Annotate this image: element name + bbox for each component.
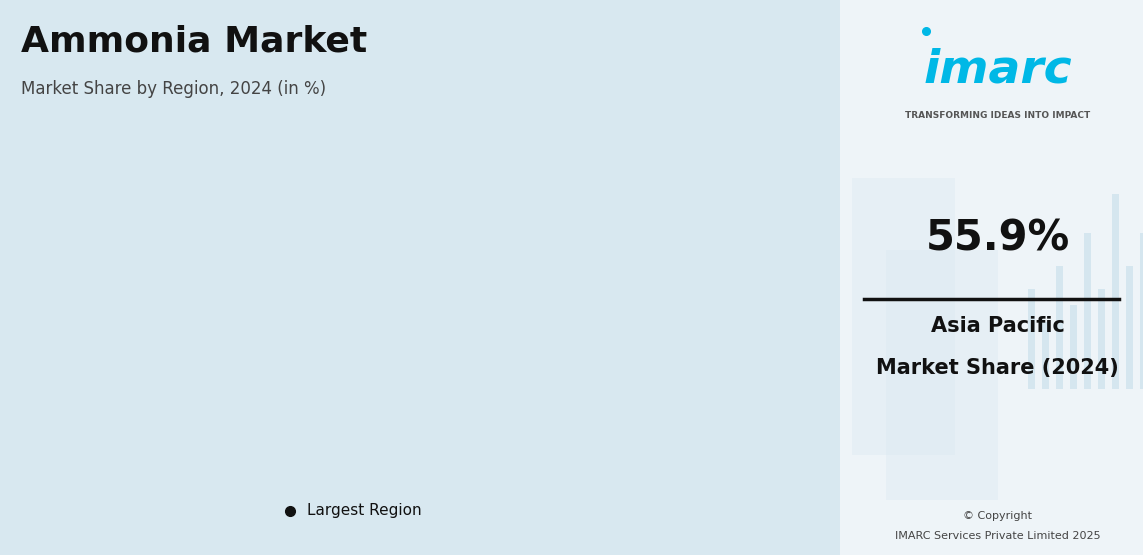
Text: Asia Pacific: Asia Pacific bbox=[930, 316, 1064, 336]
Polygon shape bbox=[853, 178, 956, 455]
FancyBboxPatch shape bbox=[1070, 305, 1077, 388]
FancyBboxPatch shape bbox=[1028, 289, 1034, 388]
FancyBboxPatch shape bbox=[1126, 266, 1133, 388]
Text: 55.9%: 55.9% bbox=[926, 218, 1070, 260]
Text: Ammonia Market: Ammonia Market bbox=[21, 25, 367, 59]
Text: TRANSFORMING IDEAS INTO IMPACT: TRANSFORMING IDEAS INTO IMPACT bbox=[905, 111, 1090, 120]
FancyBboxPatch shape bbox=[840, 0, 1143, 555]
Text: © Copyright: © Copyright bbox=[964, 511, 1032, 521]
Text: IMARC Services Private Limited 2025: IMARC Services Private Limited 2025 bbox=[895, 531, 1101, 541]
Text: imarc: imarc bbox=[924, 47, 1072, 92]
Text: Market Share by Region, 2024 (in %): Market Share by Region, 2024 (in %) bbox=[21, 80, 326, 98]
FancyBboxPatch shape bbox=[1098, 289, 1104, 388]
FancyBboxPatch shape bbox=[1084, 233, 1090, 388]
FancyBboxPatch shape bbox=[1140, 233, 1143, 388]
FancyBboxPatch shape bbox=[1042, 322, 1048, 388]
Polygon shape bbox=[886, 250, 998, 500]
Text: Largest Region: Largest Region bbox=[306, 503, 422, 518]
FancyBboxPatch shape bbox=[1056, 266, 1063, 388]
Text: Market Share (2024): Market Share (2024) bbox=[877, 358, 1119, 378]
FancyBboxPatch shape bbox=[1112, 194, 1119, 388]
